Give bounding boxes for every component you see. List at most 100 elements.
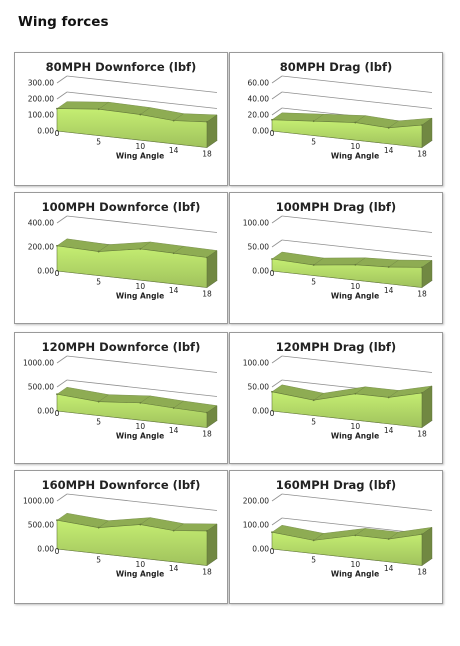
data-point xyxy=(354,392,357,395)
data-point xyxy=(172,119,175,122)
data-point xyxy=(139,523,142,526)
area-side-face xyxy=(421,526,433,566)
y-tick-label: 0.00 xyxy=(37,267,54,276)
gridline-side xyxy=(271,91,283,100)
area-series xyxy=(56,108,208,148)
gridline-side xyxy=(56,493,68,502)
chart-svg: 80MPH Drag (lbf) 0.00 20.00 40.00 60.00 0 5 10 1… xyxy=(248,60,433,160)
data-point xyxy=(354,263,357,266)
data-point xyxy=(387,126,390,129)
area-series xyxy=(271,531,423,566)
gridline-side xyxy=(271,355,283,364)
chart-panel-100mph-downforce: 100MPH Downforce (lbf) 0.00 200.00 400.00 0 5… xyxy=(14,192,228,324)
gridline xyxy=(66,379,218,397)
data-point xyxy=(421,266,423,269)
y-tick-label: 100.00 xyxy=(243,219,269,228)
y-tick-label: 500.00 xyxy=(28,521,54,530)
y-tick-label: 0.00 xyxy=(37,127,54,136)
x-tick-label: 10 xyxy=(351,422,361,431)
area-side-face xyxy=(421,385,433,428)
y-tick-label: 100.00 xyxy=(28,111,54,120)
y-tick-label: 0.00 xyxy=(37,407,54,416)
x-axis-label: Wing Angle xyxy=(331,569,379,578)
area-series xyxy=(56,393,208,428)
gridline-side xyxy=(271,517,283,526)
y-tick-label: 0.00 xyxy=(252,267,269,276)
chart-panel-160mph-downforce: 160MPH Downforce (lbf) 0.00 500.00 1000.00 0… xyxy=(14,470,228,604)
data-point xyxy=(271,118,273,121)
chart-title: 80MPH Drag (lbf) xyxy=(280,60,392,74)
area-series xyxy=(271,391,423,428)
chart-panel-100mph-drag: 100MPH Drag (lbf) 0.00 50.00 100.00 0 5 10 14 18… xyxy=(229,192,443,324)
gridline xyxy=(281,355,433,373)
chart-title: 160MPH Downforce (lbf) xyxy=(42,478,201,492)
data-point xyxy=(97,526,100,529)
x-axis-label: Wing Angle xyxy=(116,431,164,440)
gridline xyxy=(281,91,433,109)
gridline-side xyxy=(56,379,68,388)
data-point xyxy=(56,244,58,247)
x-tick-label: 10 xyxy=(136,282,146,291)
gridline-side xyxy=(56,75,68,84)
data-point xyxy=(172,252,175,255)
chart-svg: 80MPH Downforce (lbf) 0.00 100.00 200.00 300… xyxy=(28,60,218,160)
area-series xyxy=(56,245,208,288)
x-tick-label: 14 xyxy=(384,426,394,435)
gridline-side xyxy=(56,215,68,224)
data-point xyxy=(172,407,175,409)
x-tick-label: 0 xyxy=(55,547,60,556)
data-point xyxy=(312,120,315,123)
chart-title: 80MPH Downforce (lbf) xyxy=(46,60,197,74)
x-tick-label: 18 xyxy=(202,150,212,159)
chart-title: 100MPH Drag (lbf) xyxy=(276,200,396,214)
data-point xyxy=(271,258,273,260)
y-tick-label: 200.00 xyxy=(243,497,269,506)
y-tick-label: 0.00 xyxy=(37,545,54,554)
chart-title: 120MPH Drag (lbf) xyxy=(276,340,396,354)
x-axis-label: Wing Angle xyxy=(116,291,164,300)
gridline xyxy=(66,215,218,233)
data-point xyxy=(206,256,208,259)
chart-panel-160mph-drag: 160MPH Drag (lbf) 0.00 100.00 200.00 0 5 10 14 1… xyxy=(229,470,443,604)
gridline-side xyxy=(56,355,68,364)
y-tick-label: 60.00 xyxy=(248,79,270,88)
data-point xyxy=(387,266,390,268)
x-tick-label: 0 xyxy=(270,547,275,556)
data-point xyxy=(387,538,390,540)
data-point xyxy=(56,519,58,522)
data-point xyxy=(56,393,58,396)
y-tick-label: 1000.00 xyxy=(23,359,54,368)
page-title: Wing forces xyxy=(18,14,109,30)
y-tick-label: 1000.00 xyxy=(23,497,54,506)
y-tick-label: 400.00 xyxy=(28,219,54,228)
data-point xyxy=(271,390,273,393)
chart-svg: 120MPH Downforce (lbf) 0.00 500.00 1000.00 0… xyxy=(23,340,218,440)
data-point xyxy=(206,411,208,414)
y-tick-label: 500.00 xyxy=(28,383,54,392)
x-tick-label: 10 xyxy=(136,142,146,151)
data-point xyxy=(139,113,142,116)
gridline-side xyxy=(271,75,283,84)
gridline xyxy=(281,493,433,511)
data-point xyxy=(139,401,142,404)
x-tick-label: 0 xyxy=(270,129,275,138)
data-point xyxy=(97,250,100,253)
y-tick-label: 0.00 xyxy=(252,545,269,554)
data-point xyxy=(172,529,175,532)
y-tick-label: 0.00 xyxy=(252,407,269,416)
x-tick-label: 0 xyxy=(55,409,60,418)
data-point xyxy=(312,539,315,542)
x-tick-label: 14 xyxy=(169,286,179,295)
x-axis-label: Wing Angle xyxy=(331,431,379,440)
x-tick-label: 0 xyxy=(270,269,275,278)
gridline xyxy=(66,355,218,373)
x-axis-label: Wing Angle xyxy=(116,569,164,578)
chart-title: 120MPH Downforce (lbf) xyxy=(42,340,201,354)
data-point xyxy=(97,108,100,111)
data-point xyxy=(421,392,423,394)
y-tick-label: 200.00 xyxy=(28,243,54,252)
x-tick-label: 5 xyxy=(311,418,316,427)
x-tick-label: 5 xyxy=(96,556,101,565)
gridline xyxy=(281,239,433,257)
x-axis-label: Wing Angle xyxy=(116,151,164,160)
